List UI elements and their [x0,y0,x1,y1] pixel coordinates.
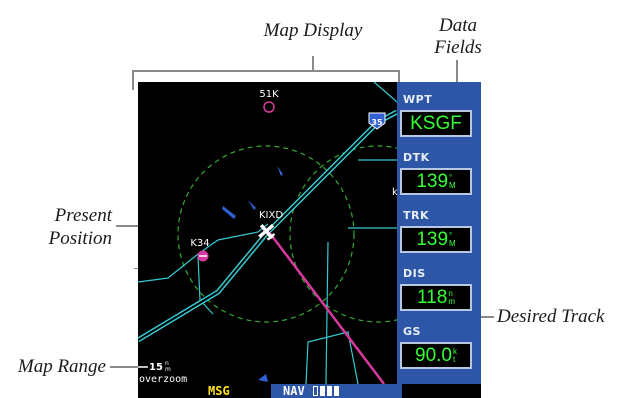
waypoint-partial-label: k [392,187,398,198]
field-unit-bottom: M [449,238,456,248]
map-range-unit-bottom: m [165,366,171,373]
field-box: 139 ° M [400,226,472,253]
callout-data-fields-line2: Fields [434,37,482,58]
field-label: GS [403,325,421,338]
field-label: TRK [403,209,429,222]
page-indicator-block [334,386,339,396]
callout-data-fields-line1: Data [439,15,477,36]
road-south [305,331,359,385]
field-label: DIS [403,267,426,280]
field-value-wrap: 118 n m [402,286,470,309]
road-top [373,82,398,103]
highway-shield-label: 35 [371,118,383,127]
field-value: KSGF [410,112,462,134]
lake [277,166,283,176]
callout-desired-track: Desired Track [497,306,605,327]
field-value-wrap: 90.0 k t [402,344,470,367]
field-unit: ° M [449,230,456,248]
gps-screen: 35 51K K34 KIXD k 15 n m overzoom WPT KS… [138,82,481,398]
highway-shield-icon: 35 [368,112,386,130]
map-display-bracket-right [398,70,400,90]
data-field-trk[interactable]: TRK 139 ° M [397,203,481,259]
map-display-bracket-left [132,70,134,90]
field-unit-top: n [448,288,453,298]
map-display[interactable]: 35 51K K34 KIXD k 15 n m overzoom [138,82,481,398]
field-value: 139 [416,228,449,250]
lake [258,374,268,382]
field-value-wrap: KSGF [402,112,470,135]
field-unit-top: k [452,346,457,356]
field-value: 118 [417,286,448,308]
map-range-value: 15 [149,362,163,373]
range-ring-inner [177,145,355,323]
page-indicator-block [327,386,332,396]
map-display-bracket [132,70,400,72]
field-unit-bottom: M [449,180,456,190]
field-box: 118 n m [400,284,472,311]
overzoom-label: overzoom [139,374,187,385]
callout-present-position-line2: Position [48,228,112,249]
waypoint-k34-label: K34 [190,238,209,249]
field-box: 90.0 k t [400,342,472,369]
waypoint-51k-label: 51K [259,89,279,100]
field-value: 90.0 [415,344,452,366]
road-west [138,223,269,283]
field-unit-bottom: m [448,296,455,306]
map-display-leader [312,56,314,71]
field-value: 139 [416,170,449,192]
data-field-dis[interactable]: DIS 118 n m [397,261,481,317]
field-box: 139 ° M [400,168,472,195]
edge-tick [134,268,138,269]
page-indicator-block [313,386,318,396]
page-indicator-block [320,386,325,396]
field-value-wrap: 139 ° M [402,228,470,251]
airport-icon[interactable] [197,250,209,262]
desired-track-line [268,231,385,385]
callout-map-display: Map Display [263,20,363,41]
field-value-wrap: 139 ° M [402,170,470,193]
nav-page-group[interactable]: NAV [271,384,402,398]
status-bar: MSG NAV [138,384,481,398]
nav-label: NAV [283,384,305,398]
data-field-wpt[interactable]: WPT KSGF [397,87,481,143]
field-unit: ° M [449,172,456,190]
lake [222,206,236,219]
waypoint-kixd-label: KIXD [259,210,283,221]
lake [248,200,256,210]
data-field-gs[interactable]: GS 90.0 k t [397,319,481,375]
msg-annunciator[interactable]: MSG [208,384,230,398]
field-unit-bottom: t [452,354,456,364]
field-label: WPT [403,93,433,106]
airport-icon[interactable] [263,101,275,113]
callout-map-range: Map Range [17,356,106,377]
data-fields-panel: WPT KSGF DTK 139 ° M TRK 139 ° M DIS 118 n m G… [397,82,481,384]
callout-present-position-line1: Present [54,205,112,226]
field-box: KSGF [400,110,472,137]
field-unit-top: ° [449,230,453,240]
aircraft-icon [258,223,276,241]
map-range-unit-top: n [165,360,169,367]
road-vertical [325,241,329,385]
field-unit-top: ° [449,172,453,182]
map-range-leader [110,366,150,368]
data-fields-leader [456,60,458,84]
field-label: DTK [403,151,430,164]
data-field-dtk[interactable]: DTK 139 ° M [397,145,481,201]
